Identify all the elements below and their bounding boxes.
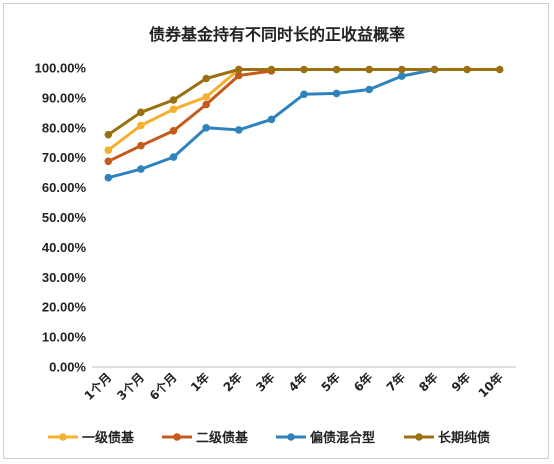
chart-frame — [3, 3, 549, 459]
y-tick-label: 30.00% — [42, 270, 87, 285]
data-point — [202, 74, 210, 83]
legend: 一级债基 二级债基 偏债混合型 长期纯债 — [48, 430, 490, 446]
y-tick-label: 90.00% — [42, 90, 87, 105]
data-point — [332, 89, 341, 98]
series-layer — [104, 65, 504, 182]
x-tick-label: 9年 — [448, 370, 473, 395]
legend-item: 偏债混合型 — [276, 430, 375, 446]
legend-marker — [59, 433, 67, 441]
data-point — [495, 65, 504, 74]
data-point — [202, 124, 210, 132]
legend-item: 长期纯债 — [404, 430, 490, 446]
data-point — [202, 93, 210, 101]
data-point — [430, 65, 439, 74]
data-point — [169, 96, 178, 104]
legend-marker — [287, 433, 295, 441]
y-axis: 0.00% 10.00% 20.00% 30.00% 40.00% 50.00% 60.00… — [35, 61, 87, 375]
data-point — [137, 165, 145, 173]
y-tick-label: 80.00% — [42, 120, 87, 135]
x-tick-label: 1个月 — [81, 370, 114, 403]
x-tick-label: 8年 — [416, 370, 441, 395]
data-point — [169, 127, 178, 135]
x-tick-label: 10年 — [475, 370, 506, 401]
x-tick-label: 4年 — [285, 370, 310, 395]
legend-marker — [415, 433, 423, 441]
data-point — [267, 65, 276, 74]
legend-item: 二级债基 — [162, 430, 249, 446]
data-point — [235, 65, 243, 74]
data-point — [235, 126, 243, 134]
data-point — [267, 115, 276, 124]
y-tick-label: 10.00% — [42, 330, 87, 345]
data-point — [137, 121, 145, 130]
legend-label: 偏债混合型 — [310, 430, 375, 446]
y-tick-label: 70.00% — [42, 150, 87, 165]
y-tick-label: 40.00% — [42, 240, 87, 255]
x-tick-label: 5年 — [318, 370, 343, 395]
data-point — [104, 157, 113, 166]
y-tick-label: 50.00% — [42, 210, 87, 225]
legend-label: 一级债基 — [82, 430, 135, 446]
data-point — [463, 65, 471, 74]
series-4 — [104, 65, 504, 139]
data-point — [104, 130, 113, 139]
series-3 — [104, 65, 439, 182]
x-tick-label: 1年 — [187, 370, 212, 395]
data-point — [300, 90, 308, 99]
data-point — [104, 173, 113, 182]
data-point — [332, 65, 341, 74]
data-point — [365, 85, 374, 94]
legend-item: 一级债基 — [48, 430, 135, 446]
x-tick-label: 3年 — [253, 370, 278, 395]
data-point — [169, 153, 178, 161]
x-tick-label: 2年 — [220, 370, 245, 395]
legend-label: 二级债基 — [196, 430, 249, 446]
y-tick-label: 0.00% — [49, 360, 86, 375]
legend-marker — [173, 433, 181, 441]
data-point — [235, 71, 243, 80]
data-point — [365, 65, 374, 74]
data-point — [202, 100, 210, 109]
series-line — [107, 69, 272, 163]
series-line — [107, 68, 500, 136]
data-point — [300, 65, 308, 74]
y-tick-label: 100.00% — [35, 61, 87, 76]
data-point — [137, 141, 145, 150]
series-line — [107, 68, 435, 180]
x-tick-label: 7年 — [383, 370, 408, 395]
series-2 — [104, 67, 276, 166]
chart-title: 债券基金持有不同时长的正收益概率 — [149, 25, 405, 44]
data-point — [169, 105, 178, 114]
legend-label: 长期纯债 — [438, 430, 490, 446]
series-1 — [104, 65, 243, 154]
x-tick-label: 6个月 — [146, 370, 179, 403]
x-axis: 1个月 3个月 6个月 1年 2年 3年 4年 5年 6年 7年 8年 9年 10年 — [81, 366, 516, 403]
y-tick-label: 20.00% — [42, 300, 87, 315]
data-point — [398, 72, 406, 80]
y-tick-label: 60.00% — [42, 180, 87, 195]
x-tick-label: 6年 — [350, 370, 375, 395]
data-point — [104, 146, 113, 154]
data-point — [137, 108, 145, 117]
x-tick-label: 3个月 — [114, 370, 147, 403]
data-point — [398, 65, 406, 74]
